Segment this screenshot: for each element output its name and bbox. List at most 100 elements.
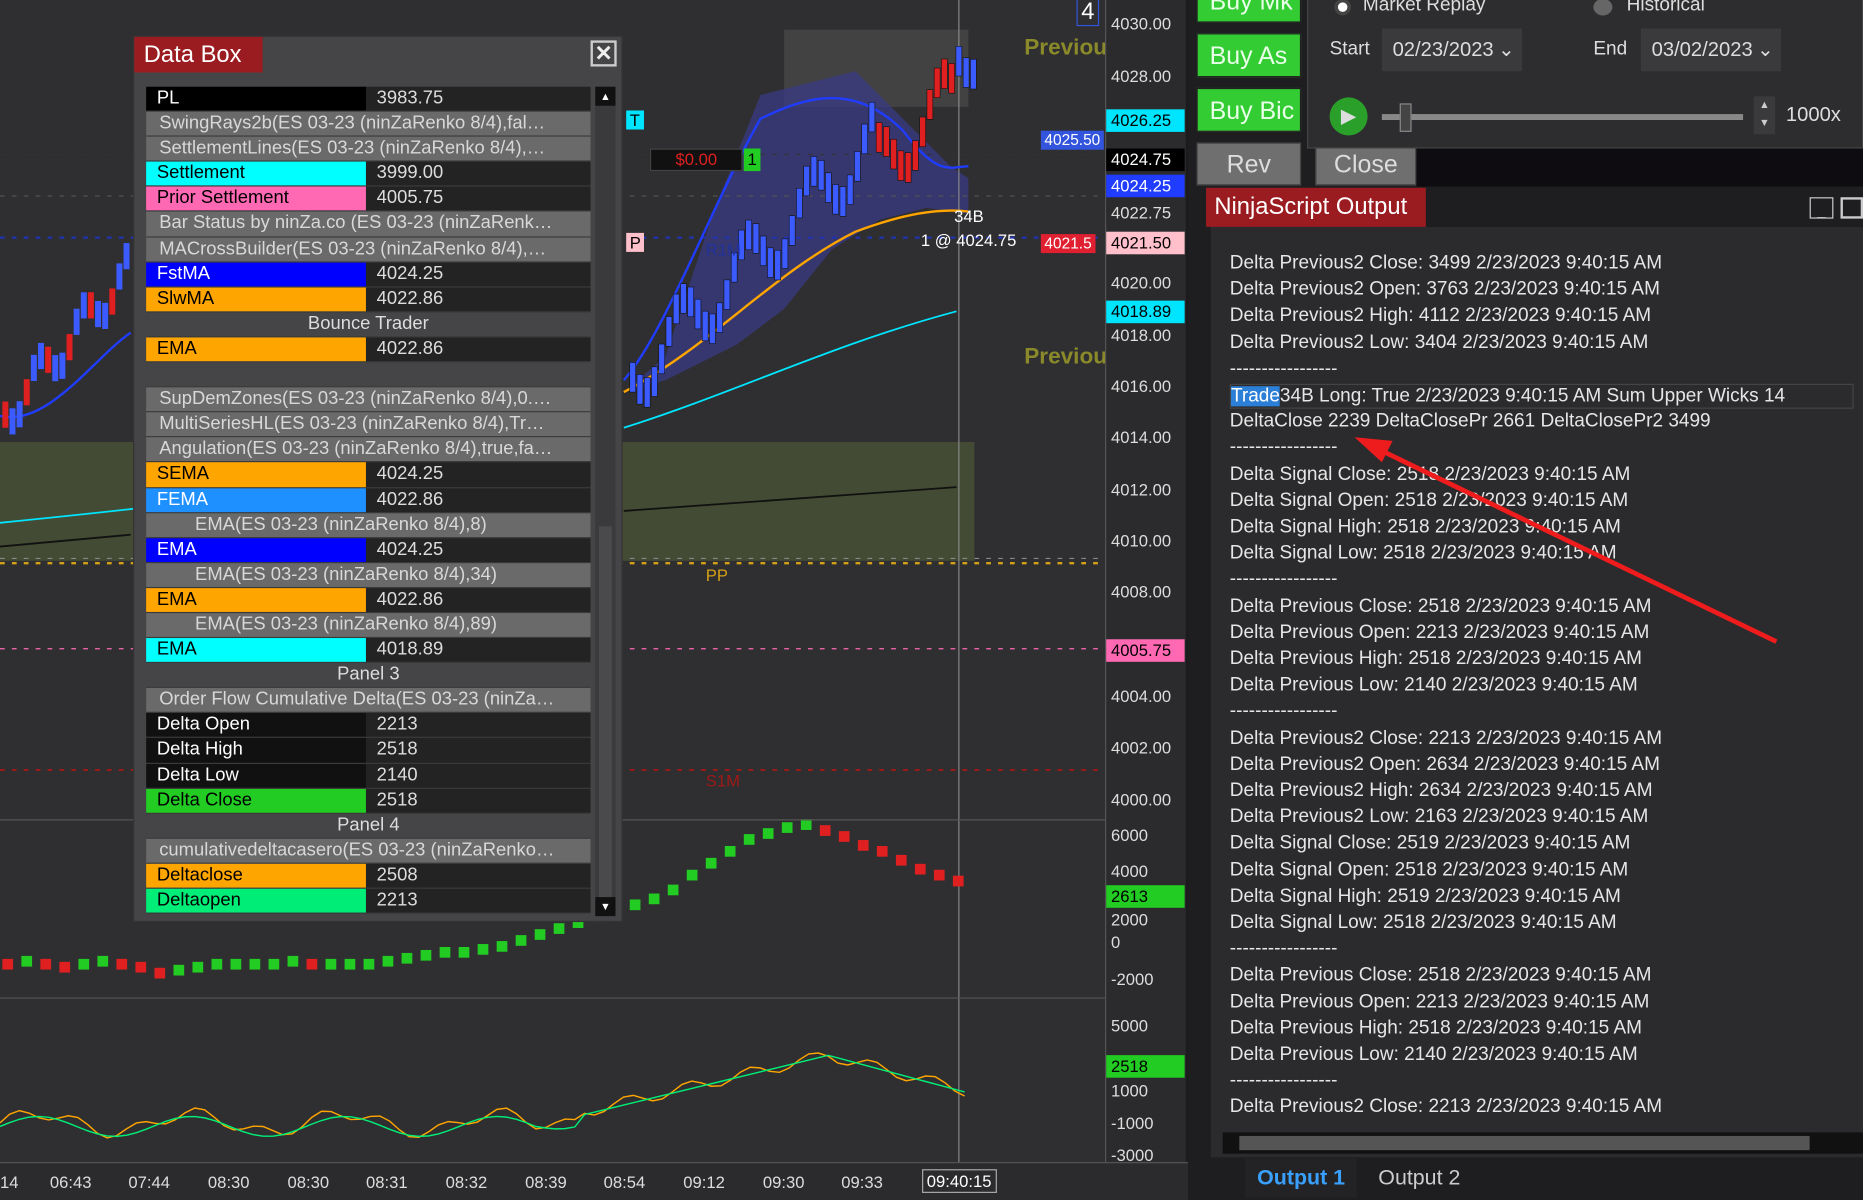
output-line: ----------------- (1229, 938, 1338, 960)
output-line: Delta Previous High: 2518 2/23/2023 9:40… (1229, 648, 1642, 669)
position-pnl[interactable]: $0.00 (649, 148, 743, 172)
price-axis[interactable]: 4030.00 4028.00 4020.00 4018.00 4016.00 4014.… (1105, 0, 1186, 1164)
data-row-value: 2213 (365, 713, 591, 738)
data-row-value: 2508 (365, 863, 591, 888)
data-row: FstMA 4024.25 (146, 262, 591, 288)
position-qty[interactable]: 1 (743, 148, 761, 172)
price-badge: 4021.50 (1106, 231, 1185, 255)
speed-stepper[interactable]: ▲ ▼ (1753, 96, 1776, 135)
candle (759, 235, 767, 266)
buy-bid-button[interactable]: Buy Bic (1196, 87, 1302, 132)
output-line: Delta Previous2 Open: 3763 2/23/2023 9:4… (1229, 279, 1660, 300)
data-row-value: 4024.25 (365, 462, 591, 487)
output-line: Delta Previous Open: 2213 2/23/2023 9:40… (1229, 991, 1650, 1012)
candle (80, 292, 87, 319)
delta-candle (629, 899, 641, 911)
data-row-label: Deltaopen (146, 888, 366, 913)
market-replay-radio[interactable] (1334, 0, 1351, 16)
scroll-up-icon[interactable]: ▲ (595, 86, 616, 106)
candle (955, 46, 963, 77)
data-box-scrollbar[interactable]: ▲ ▼ (595, 86, 616, 917)
close-icon[interactable]: ✕ (590, 40, 617, 67)
data-row-label: PL (146, 86, 366, 111)
horizontal-scrollbar[interactable] (1222, 1132, 1863, 1154)
close-position-button[interactable]: Close (1315, 142, 1417, 186)
delta-candle (952, 875, 964, 887)
candle (839, 186, 847, 217)
candle (962, 57, 970, 88)
delta-candle (724, 845, 736, 857)
end-label: End (1593, 39, 1628, 60)
data-row: EMA 4022.86 (146, 588, 591, 614)
historical-label: Historical (1626, 0, 1705, 16)
delta-candle (648, 893, 660, 905)
delta-candle (21, 955, 33, 967)
candle (38, 342, 44, 370)
start-date-value: 02/23/2023 (1392, 38, 1494, 61)
candle (665, 316, 673, 347)
scroll-thumb[interactable] (598, 526, 612, 907)
delta-candle (154, 967, 166, 979)
price-tick-label: 4000 (1110, 861, 1148, 881)
play-icon[interactable]: ▶ (1329, 97, 1368, 136)
minimize-icon[interactable]: _ (1809, 197, 1834, 219)
candle (868, 101, 876, 133)
candle (854, 151, 861, 182)
scroll-thumb[interactable] (1239, 1135, 1810, 1151)
output-line: ----------------- (1229, 1070, 1338, 1091)
reverse-button[interactable]: Rev (1196, 142, 1302, 186)
order-price-marker[interactable]: 4025.50 (1040, 130, 1104, 150)
data-row-value: 4022.86 (365, 588, 591, 612)
start-date-dropdown[interactable]: 02/23/2023 ⌄ (1381, 28, 1523, 72)
data-row: Prior Settlement 4005.75 (146, 186, 591, 213)
candle (636, 374, 644, 405)
data-box-window[interactable]: Data Box ✕ PL 3983.75 SwingRays2b(ES 03-23… (133, 35, 623, 923)
time-tick-label: 07:44 (128, 1172, 170, 1192)
candle (2, 401, 9, 428)
candle (52, 355, 59, 382)
candle (767, 247, 774, 278)
historical-radio[interactable] (1593, 0, 1613, 16)
delta-candle (173, 964, 185, 976)
stop-price-marker[interactable]: 4021.5 (1040, 234, 1096, 254)
speed-slider[interactable] (1381, 114, 1744, 121)
buy-ask-button[interactable]: Buy As (1196, 33, 1302, 78)
candle (803, 165, 810, 197)
output-line: Delta Signal Low: 2518 2/23/2023 9:40:15… (1229, 543, 1617, 564)
delta-candle (249, 958, 261, 970)
candle (643, 377, 651, 408)
price-tick-label: 6000 (1110, 825, 1148, 845)
price-tick-label: 1000 (1110, 1081, 1148, 1101)
indicator-header: Angulation(ES 03-23 (ninZaRenko 8/4),tru… (146, 437, 591, 463)
scroll-down-icon[interactable]: ▼ (595, 897, 616, 917)
buy-market-button[interactable]: Buy Mk (1196, 0, 1302, 23)
data-row-value: 4022.86 (365, 337, 591, 362)
candle (629, 362, 636, 393)
candle (716, 302, 723, 333)
data-row-value: 2140 (365, 763, 591, 788)
data-row: Deltaclose 2508 (146, 863, 591, 889)
speed-slider-thumb[interactable] (1399, 103, 1411, 132)
delta-candle (192, 961, 204, 973)
output-line: Trade34B Long: True 2/23/2023 9:40:15 AM… (1229, 383, 1854, 409)
data-row-value: 2518 (365, 738, 591, 763)
tab-output-1[interactable]: Output 1 (1245, 1158, 1357, 1198)
time-tick-label: 08:30 (287, 1172, 330, 1192)
maximize-icon[interactable] (1840, 197, 1863, 219)
panel-header: Panel 3 (146, 663, 591, 689)
price-tick-label: 5000 (1110, 1015, 1148, 1035)
candle (66, 334, 73, 361)
chevron-down-icon: ⌄ (1757, 38, 1774, 61)
price-tick-label: 4000.00 (1110, 790, 1172, 810)
output-line: Delta Previous2 High: 4112 2/23/2023 9:4… (1229, 305, 1652, 327)
tab-output-2[interactable]: Output 2 (1378, 1165, 1461, 1190)
output-line: Delta Signal Close: 2518 2/23/2023 9:40:… (1229, 464, 1631, 485)
end-date-dropdown[interactable]: 03/02/2023 ⌄ (1640, 28, 1782, 72)
candle (817, 160, 825, 191)
candle (832, 184, 839, 215)
price-tick-label: 4010.00 (1110, 531, 1172, 551)
time-axis[interactable]: 14 06:43 07:44 08:30 08:30 08:31 08:32 08:39 08:… (0, 1162, 1189, 1200)
output-text-area[interactable]: Delta Previous2 Close: 3499 2/23/2023 9:… (1206, 226, 1863, 1158)
price-tick-label: 4018.00 (1110, 325, 1172, 345)
candle (87, 292, 94, 319)
